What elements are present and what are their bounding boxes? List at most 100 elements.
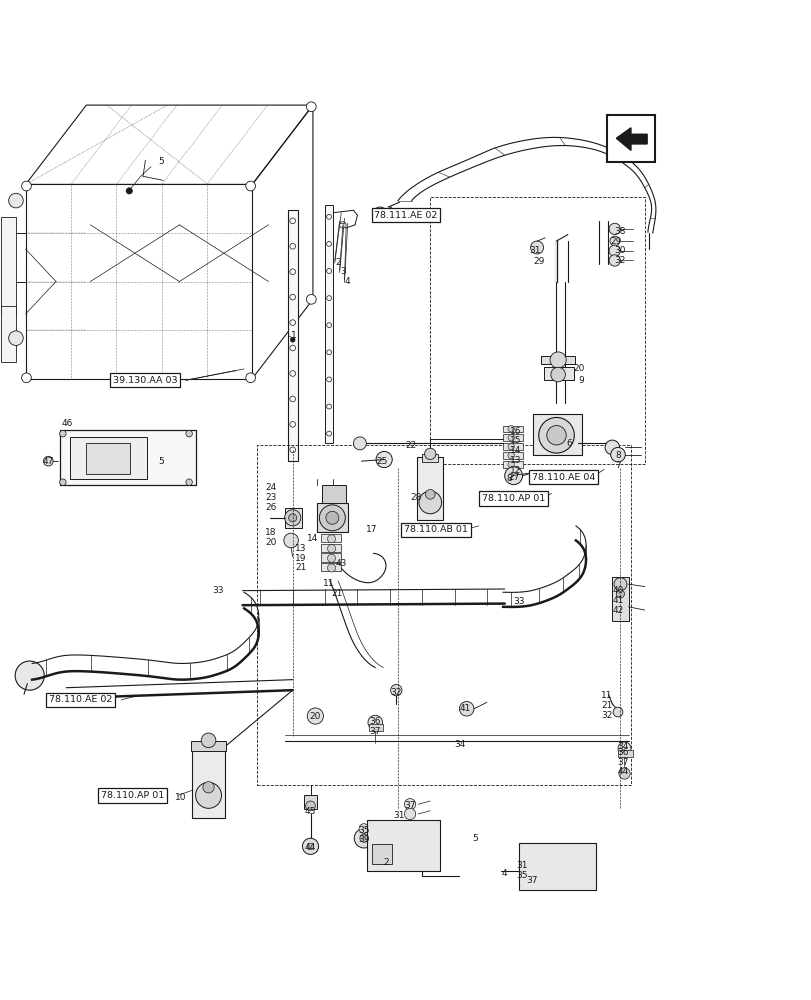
Circle shape <box>425 489 435 499</box>
Text: 6: 6 <box>566 439 572 448</box>
Text: 12: 12 <box>509 466 521 475</box>
Text: 29: 29 <box>533 257 544 266</box>
Text: 36: 36 <box>616 748 628 757</box>
Bar <box>2 306 16 362</box>
Text: 41: 41 <box>611 596 623 605</box>
Text: 40: 40 <box>611 586 623 595</box>
Circle shape <box>285 510 300 526</box>
Circle shape <box>609 236 619 246</box>
Polygon shape <box>616 128 646 150</box>
Text: 37: 37 <box>369 727 380 736</box>
Bar <box>417 457 443 520</box>
Text: 38: 38 <box>614 227 625 236</box>
Text: 10: 10 <box>175 793 187 802</box>
Bar <box>503 461 523 468</box>
Text: 4: 4 <box>345 277 350 286</box>
Circle shape <box>604 440 619 455</box>
Circle shape <box>246 181 255 191</box>
Text: 25: 25 <box>375 457 387 466</box>
Text: 21: 21 <box>600 701 611 710</box>
Text: 1: 1 <box>291 331 297 340</box>
Bar <box>611 577 628 621</box>
Circle shape <box>201 733 216 748</box>
Circle shape <box>618 768 629 779</box>
Bar <box>287 210 297 461</box>
Text: 10: 10 <box>495 499 506 508</box>
Text: 30: 30 <box>614 246 625 255</box>
Bar <box>503 452 523 459</box>
Text: 42: 42 <box>611 606 623 615</box>
Circle shape <box>508 434 514 441</box>
Circle shape <box>305 801 315 811</box>
Circle shape <box>546 426 565 445</box>
Bar <box>59 430 195 485</box>
Text: 78.111.AE 02: 78.111.AE 02 <box>374 211 437 220</box>
Text: 24: 24 <box>265 483 276 492</box>
Text: 20: 20 <box>573 364 584 373</box>
Text: 11: 11 <box>600 691 611 700</box>
Text: 44: 44 <box>304 843 315 852</box>
Text: 26: 26 <box>265 503 277 512</box>
Circle shape <box>610 447 624 462</box>
Circle shape <box>617 742 630 755</box>
Circle shape <box>327 545 335 553</box>
Text: 39: 39 <box>358 835 369 844</box>
Circle shape <box>195 782 221 808</box>
Circle shape <box>530 241 543 254</box>
Text: 78.110.AB 01: 78.110.AB 01 <box>404 525 467 534</box>
Circle shape <box>302 838 318 854</box>
Circle shape <box>9 193 24 208</box>
Circle shape <box>59 479 66 485</box>
Bar <box>422 454 438 462</box>
Bar <box>503 434 523 441</box>
Circle shape <box>325 511 338 524</box>
Text: 5: 5 <box>158 457 165 466</box>
Text: 5: 5 <box>471 834 477 843</box>
Text: 33: 33 <box>513 597 525 606</box>
Circle shape <box>306 294 315 304</box>
Bar <box>371 844 392 864</box>
Bar <box>85 443 130 474</box>
Text: 37: 37 <box>404 801 415 810</box>
Text: 19: 19 <box>294 554 307 563</box>
Circle shape <box>319 505 345 531</box>
Bar <box>257 445 630 785</box>
Circle shape <box>9 331 24 345</box>
Circle shape <box>504 467 522 485</box>
Bar <box>2 217 16 314</box>
Bar <box>617 750 632 757</box>
Bar <box>368 724 383 731</box>
Text: 21: 21 <box>331 589 342 598</box>
Bar <box>285 508 302 528</box>
Text: 3: 3 <box>340 267 345 276</box>
Text: 41: 41 <box>459 704 470 713</box>
Text: 5: 5 <box>158 157 165 166</box>
Circle shape <box>538 417 573 453</box>
Text: 35: 35 <box>516 871 528 880</box>
Text: 8: 8 <box>505 474 511 483</box>
Text: 39.130.AA 03: 39.130.AA 03 <box>113 376 178 385</box>
Bar <box>503 426 523 432</box>
Circle shape <box>203 782 214 793</box>
Circle shape <box>44 456 53 466</box>
Bar <box>543 367 573 380</box>
Text: 4: 4 <box>501 869 507 878</box>
Text: 28: 28 <box>410 493 422 502</box>
Circle shape <box>612 707 622 717</box>
Bar <box>367 820 440 871</box>
Text: 22: 22 <box>405 441 416 450</box>
Circle shape <box>375 451 392 468</box>
Text: 32: 32 <box>614 256 625 265</box>
Circle shape <box>306 102 315 112</box>
Circle shape <box>613 578 626 591</box>
Text: 14: 14 <box>509 446 521 455</box>
Text: 31: 31 <box>516 861 528 870</box>
Circle shape <box>288 514 296 522</box>
Bar <box>503 443 523 450</box>
Text: 35: 35 <box>358 826 369 835</box>
Bar <box>324 205 333 443</box>
Text: 23: 23 <box>265 493 277 502</box>
Circle shape <box>424 448 436 460</box>
Text: 33: 33 <box>212 586 224 595</box>
Circle shape <box>550 367 564 382</box>
